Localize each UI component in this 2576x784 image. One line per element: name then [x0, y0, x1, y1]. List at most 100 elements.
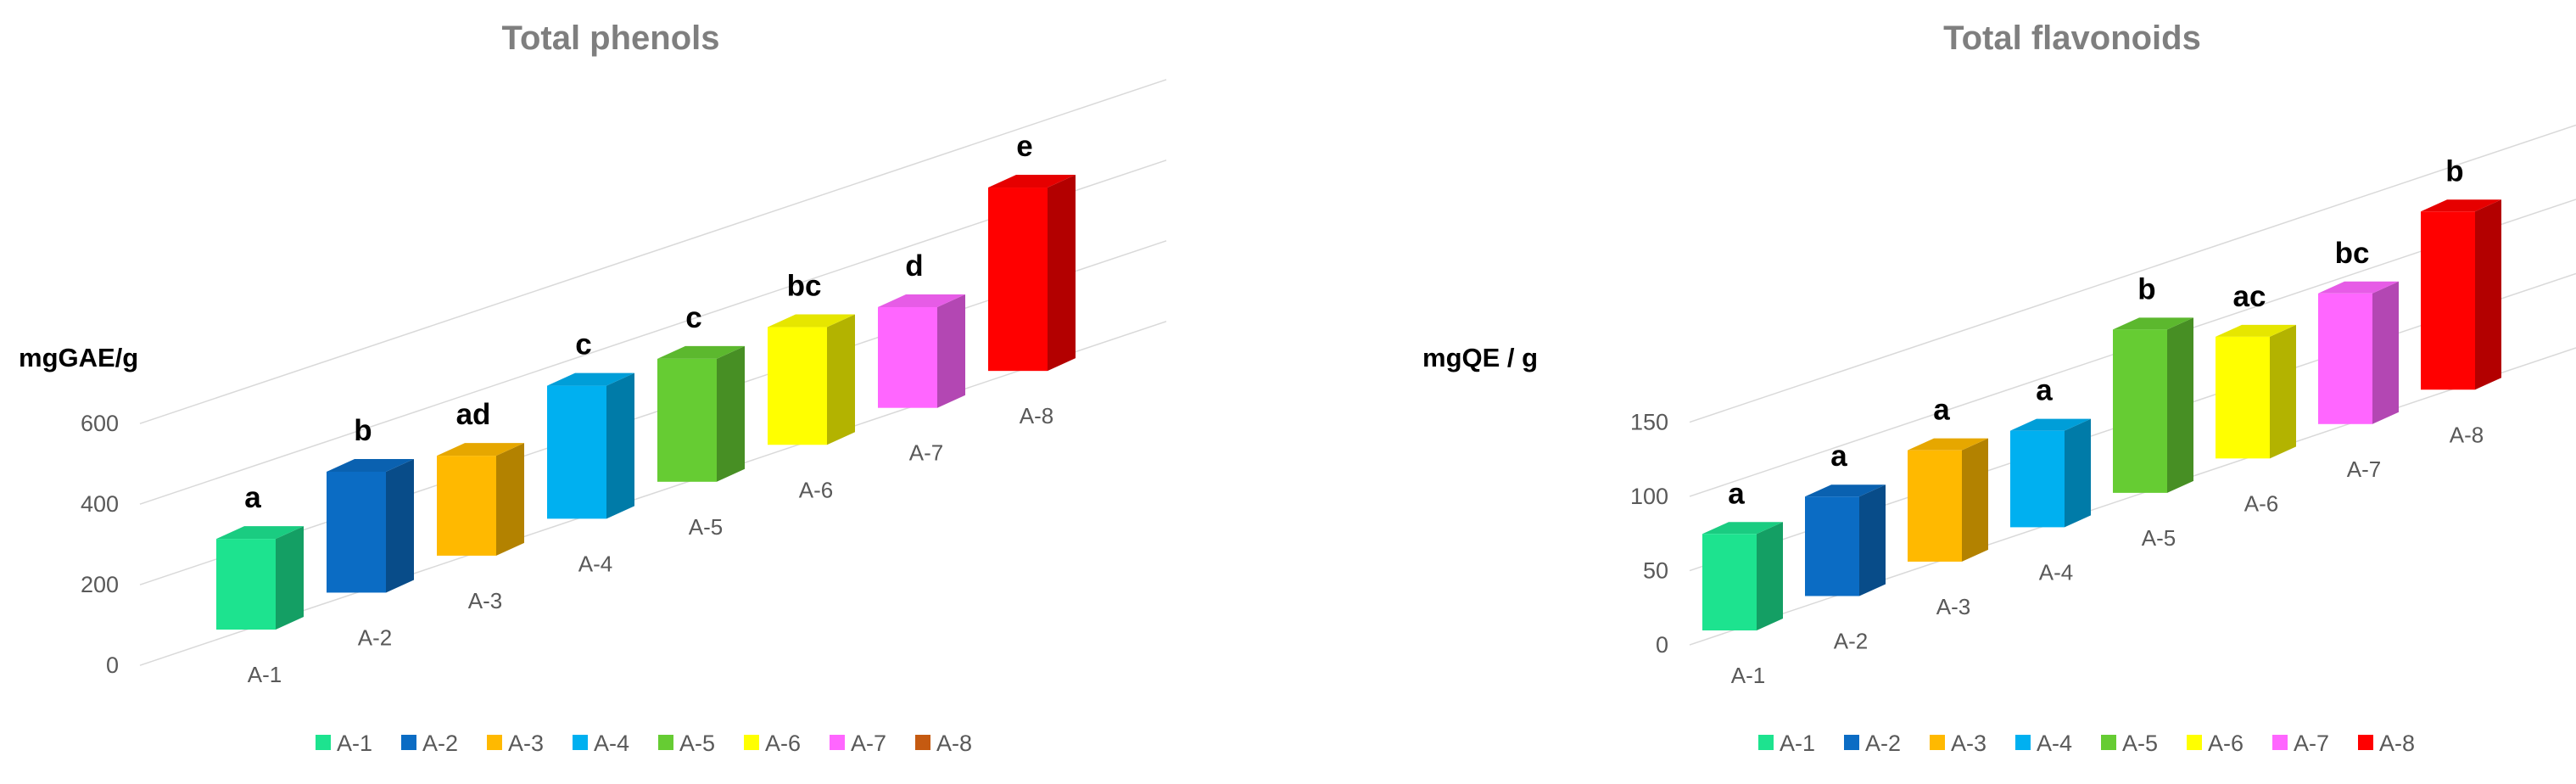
legend-item: A-7 — [830, 731, 886, 756]
x-tick-label: A-7 — [909, 440, 943, 466]
y-axis-label: mgGAE/g — [19, 343, 138, 372]
bar-front — [547, 385, 606, 519]
legend-label: A-6 — [765, 731, 801, 756]
y-tick-label: 400 — [81, 491, 119, 517]
legend-swatch — [1758, 735, 1774, 750]
significance-letter: d — [905, 249, 923, 283]
bar-front — [2318, 293, 2372, 424]
significance-letter: a — [2036, 374, 2053, 407]
bar-side — [1859, 484, 1886, 596]
y-tick-label: 600 — [81, 411, 119, 436]
bar-A-7 — [2318, 281, 2399, 424]
bar-A-2 — [327, 458, 414, 593]
bar-front — [988, 188, 1048, 372]
legend-item: A-4 — [2015, 731, 2072, 756]
bar-A-6 — [2216, 324, 2296, 459]
significance-letter: e — [1016, 130, 1032, 163]
x-tick-label: A-2 — [358, 624, 392, 650]
significance-letter: bc — [2335, 237, 2370, 270]
legend-item: A-8 — [2358, 731, 2415, 756]
gridline — [139, 321, 1167, 666]
bar-front — [216, 539, 276, 630]
x-tick-label: A-1 — [1731, 663, 1765, 688]
bar-top — [768, 314, 855, 328]
gridline — [139, 79, 1167, 424]
bar-side — [386, 458, 414, 593]
bar-side — [1757, 522, 1783, 630]
bar-top — [1805, 484, 1886, 497]
significance-letter: a — [244, 481, 261, 514]
chart-title: Total phenols — [501, 20, 719, 57]
x-tick-label: A-3 — [1936, 594, 1970, 619]
bar-top — [657, 345, 745, 359]
chart-total-flavonoids: Total flavonoids mgQE / g 0 50 100 150 a a a a… — [1304, 0, 2576, 784]
y-tick-label: 0 — [106, 652, 119, 678]
legend-swatch — [1930, 735, 1945, 750]
bar-side — [2270, 324, 2296, 459]
bar-top — [1702, 522, 1783, 535]
legend-item: A-1 — [1758, 731, 1815, 756]
x-tick-label: A-7 — [2347, 456, 2381, 482]
legend-item: A-3 — [487, 731, 544, 756]
bar-top — [2318, 281, 2399, 294]
legend-swatch — [744, 735, 759, 750]
y-tick-label: 200 — [81, 572, 119, 597]
bar-top — [2010, 418, 2091, 431]
legend-label: A-3 — [1951, 731, 1986, 756]
y-tick-label: 100 — [1630, 484, 1668, 509]
legend-swatch — [658, 735, 673, 750]
x-tick-label: A-3 — [468, 588, 502, 613]
bar-A-1 — [216, 526, 304, 630]
x-tick-label: A-6 — [2244, 490, 2278, 516]
x-tick-label: A-2 — [1834, 628, 1868, 653]
bar-side — [2372, 281, 2399, 424]
legend-swatch — [401, 735, 416, 750]
legend-item: A-4 — [573, 731, 629, 756]
bar-side — [827, 314, 855, 445]
legend-label: A-6 — [2208, 731, 2244, 756]
legend-swatch — [830, 735, 845, 750]
x-tick-label: A-4 — [2039, 559, 2073, 585]
x-tick-label: A-6 — [799, 477, 833, 502]
chart-svg-total-flavonoids: Total flavonoids mgQE / g 0 50 100 150 a a a a… — [1422, 20, 2576, 756]
bar-front — [657, 358, 717, 482]
y-tick-label: 0 — [1656, 632, 1668, 658]
bar-side — [1048, 175, 1076, 372]
legend-item: A-2 — [1844, 731, 1901, 756]
legend-item: A-5 — [658, 731, 715, 756]
bar-A-7 — [878, 294, 965, 408]
legend-item: A-5 — [2101, 731, 2158, 756]
legend-label: A-4 — [594, 731, 629, 756]
bar-top — [1908, 438, 1988, 451]
bar-front — [2421, 211, 2475, 390]
legend-swatch — [2358, 735, 2373, 750]
bar-A-1 — [1702, 522, 1783, 630]
legend-label: A-7 — [851, 731, 886, 756]
significance-letter: ac — [2233, 280, 2266, 313]
bar-side — [937, 294, 965, 408]
chart-svg-total-phenols: Total phenols mgGAE/g 0 200 400 600 a b ad c c b… — [19, 20, 1167, 756]
bar-side — [717, 345, 745, 482]
legend-swatch — [487, 735, 502, 750]
significance-letter: ad — [456, 398, 491, 431]
y-tick-label: 50 — [1643, 558, 1668, 584]
bar-side — [276, 526, 304, 630]
x-tick-label: A-8 — [2450, 422, 2484, 447]
bar-A-3 — [1908, 438, 1988, 562]
significance-letter: bc — [787, 270, 822, 303]
bar-A-3 — [437, 443, 524, 556]
legend-swatch — [2101, 735, 2116, 750]
x-tick-label: A-1 — [248, 662, 282, 687]
legend-item: A-6 — [2187, 731, 2244, 756]
significance-letter: a — [1830, 440, 1847, 473]
x-tick-label: A-5 — [689, 514, 723, 540]
legend-label: A-3 — [508, 731, 544, 756]
significance-letter: b — [2137, 272, 2155, 305]
y-tick-label: 150 — [1630, 410, 1668, 435]
legend-swatch — [2187, 735, 2202, 750]
bar-A-5 — [2113, 317, 2193, 493]
legend-swatch — [1844, 735, 1859, 750]
bar-side — [2167, 317, 2193, 493]
bar-A-4 — [547, 372, 634, 519]
legend-item: A-8 — [915, 731, 972, 756]
